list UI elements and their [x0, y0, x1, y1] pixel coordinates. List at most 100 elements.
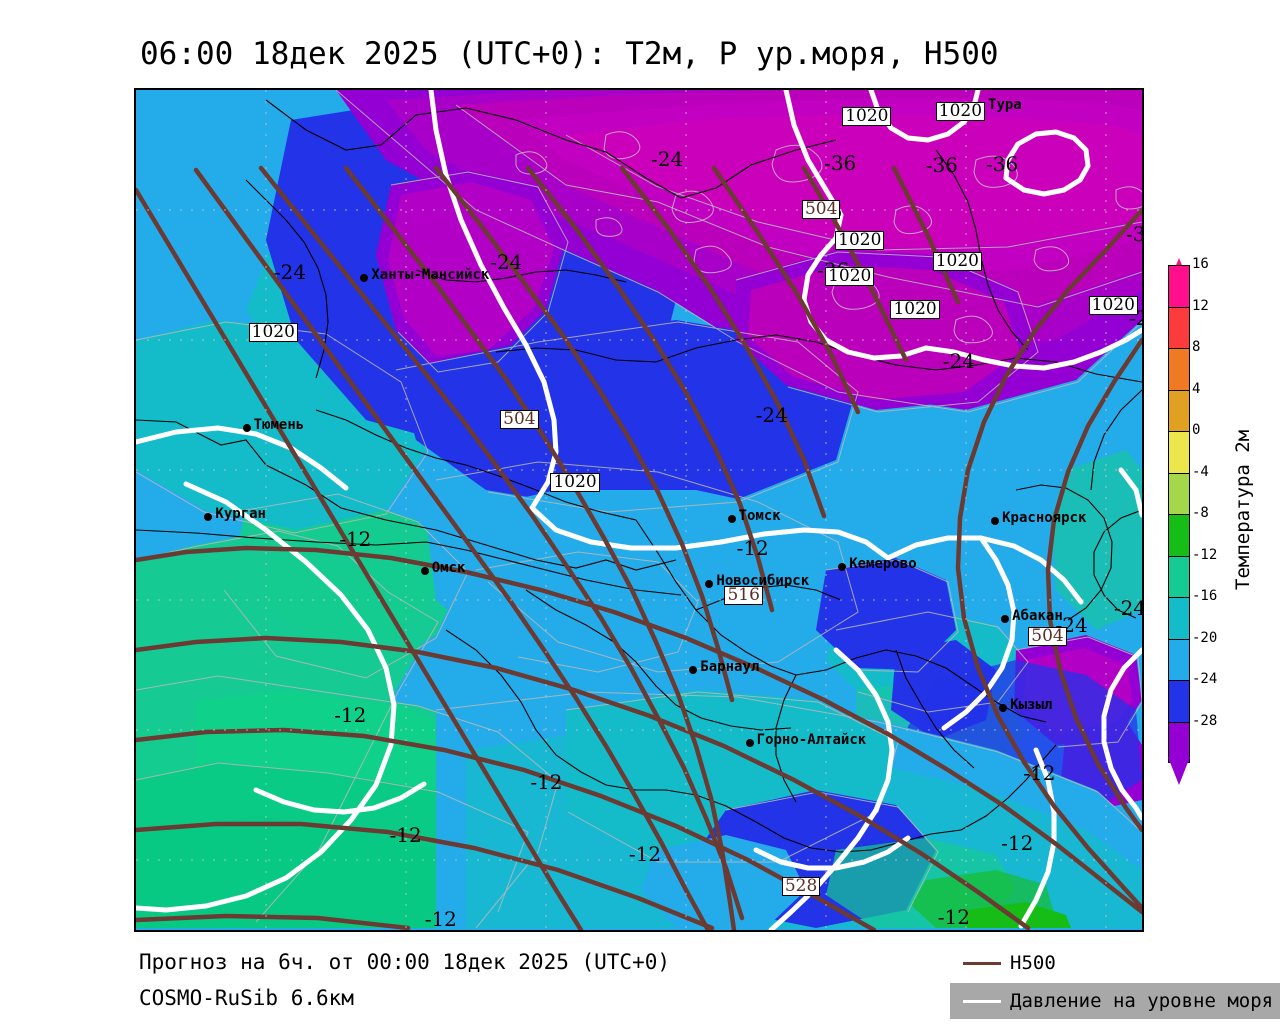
weather-map[interactable]: Тура Ханты-Мансийск Тюмень Курган Омск Томск К… — [134, 88, 1144, 932]
mslp-line-swatch — [963, 999, 1001, 1003]
temperature-contour-label: -24 — [1113, 596, 1144, 620]
colorbar-axis-label: Температура 2м — [1232, 429, 1254, 591]
colorbar-tick-label: -8 — [1192, 505, 1209, 521]
city-marker[interactable] — [999, 703, 1008, 712]
colorbar-segment — [1168, 638, 1190, 680]
city-marker[interactable] — [360, 274, 369, 283]
page-title: 06:00 18дек 2025 (UTC+0): T2м, P ур.моря… — [140, 36, 999, 72]
colorbar-divider — [1168, 721, 1190, 723]
city-marker[interactable] — [689, 665, 698, 674]
temperature-contour-label: -12 — [736, 535, 769, 560]
colorbar-tick-label: -20 — [1192, 629, 1218, 646]
city-label: Абакан — [1012, 607, 1063, 624]
colorbar-tick-label: 16 — [1192, 256, 1209, 272]
city-marker[interactable] — [991, 517, 1000, 526]
colorbar-tick-label: -28 — [1192, 712, 1218, 729]
temperature-contour-label: -12 — [530, 769, 563, 794]
colorbar-divider — [1168, 638, 1190, 640]
city-label: Курган — [215, 506, 266, 523]
temperature-contour-label: -24 — [942, 349, 976, 374]
temperature-contour-label: -12 — [334, 702, 367, 727]
colorbar-divider — [1168, 680, 1190, 681]
map-canvas — [136, 90, 1142, 930]
colorbar-tick-label: -24 — [1192, 671, 1218, 687]
colorbar-segment — [1168, 597, 1190, 639]
colorbar-divider — [1168, 597, 1190, 598]
colorbar-divider — [1168, 389, 1190, 391]
colorbar-tick-label: 4 — [1192, 380, 1201, 397]
colorbar-divider — [1168, 431, 1190, 432]
colorbar-segment — [1168, 265, 1190, 307]
h500-line-swatch — [963, 961, 1001, 965]
colorbar-tick-label: 12 — [1192, 297, 1209, 314]
pressure-contour-label: 1020 — [248, 323, 298, 342]
temperature-contour-label: -36 — [1125, 222, 1142, 247]
model-name-line: COSMO-RuSib 6.6км — [139, 986, 354, 1010]
legend-h500-label: H500 — [1010, 952, 1056, 974]
colorbar-segment — [1168, 555, 1190, 597]
legend-h500: H500 — [963, 949, 1056, 977]
city-marker[interactable] — [420, 566, 429, 575]
city-marker[interactable] — [1001, 614, 1010, 623]
city-label: Томск — [738, 507, 781, 524]
h500-contour-label: 516 — [724, 585, 763, 605]
pressure-contour-label: 1020 — [550, 472, 600, 492]
city-marker[interactable] — [838, 562, 847, 571]
colorbar-segment — [1168, 431, 1190, 473]
pressure-contour-label: 1020 — [935, 102, 986, 122]
temperature-contour-label: -12 — [628, 842, 662, 867]
colorbar — [1168, 265, 1190, 763]
city-label: Омск — [431, 559, 466, 576]
h500-contour-label: 504 — [1028, 627, 1067, 647]
temperature-contour-label: -12 — [339, 527, 372, 552]
h500-contour-label: 528 — [781, 877, 821, 897]
temperature-contour-label: -24 — [273, 260, 307, 284]
temperature-contour-label: -24 — [490, 249, 523, 274]
forecast-info-line: Прогноз на 6ч. от 00:00 18дек 2025 (UTC+… — [139, 950, 671, 974]
city-label: Тура — [988, 96, 1022, 113]
temperature-contour-label: -36 — [925, 153, 958, 178]
city-marker[interactable] — [204, 513, 213, 522]
city-marker[interactable] — [705, 580, 714, 589]
colorbar-segment — [1168, 306, 1190, 348]
colorbar-tick-label: -16 — [1192, 588, 1218, 604]
colorbar-divider — [1168, 472, 1190, 474]
colorbar-divider — [1168, 514, 1190, 515]
city-marker[interactable] — [745, 739, 754, 747]
colorbar-divider — [1168, 306, 1190, 308]
pressure-contour-label: 1020 — [835, 230, 885, 250]
legend-mslp-label: Давление на уровне моря — [1010, 990, 1274, 1012]
colorbar-segment — [1168, 348, 1190, 390]
temperature-contour-label: -36 — [824, 150, 857, 175]
city-label: Тюмень — [253, 417, 305, 433]
city-label: Новосибирск — [716, 573, 810, 590]
city-marker[interactable] — [242, 424, 251, 432]
temperature-contour-label: -12 — [389, 822, 422, 847]
colorbar-segment — [1168, 389, 1190, 431]
colorbar-segment — [1168, 721, 1190, 763]
h500-contour-label: 504 — [801, 199, 841, 219]
h500-contour-label: 504 — [500, 409, 539, 429]
legend-mslp: Давление на уровне моря — [950, 983, 1280, 1019]
city-label: Кемерово — [849, 555, 917, 572]
colorbar-tick-label: -4 — [1192, 463, 1209, 480]
temperature-contour-label: -24 — [755, 402, 788, 427]
colorbar-segment — [1168, 680, 1190, 722]
temperature-contour-label: -36 — [986, 152, 1019, 177]
colorbar-under-arrow — [1168, 757, 1190, 785]
city-label: Ханты-Мансийск — [371, 267, 490, 284]
colorbar-divider — [1168, 265, 1190, 266]
pressure-contour-label: 1020 — [825, 266, 875, 286]
city-marker[interactable] — [727, 514, 736, 523]
pressure-contour-label: 1020 — [932, 251, 982, 271]
colorbar-divider — [1168, 348, 1190, 349]
colorbar-divider — [1168, 555, 1190, 557]
city-label: Горно-Алтайск — [756, 732, 867, 748]
colorbar-tick-label: 0 — [1192, 422, 1201, 438]
temperature-contour-label: -12 — [1001, 831, 1034, 856]
colorbar-tick-label: 8 — [1192, 339, 1201, 355]
temperature-contour-label: -24 — [651, 146, 684, 171]
pressure-contour-label: 1020 — [842, 107, 892, 127]
city-label: Барнаул — [700, 658, 760, 675]
pressure-contour-label: 1020 — [1088, 296, 1138, 316]
